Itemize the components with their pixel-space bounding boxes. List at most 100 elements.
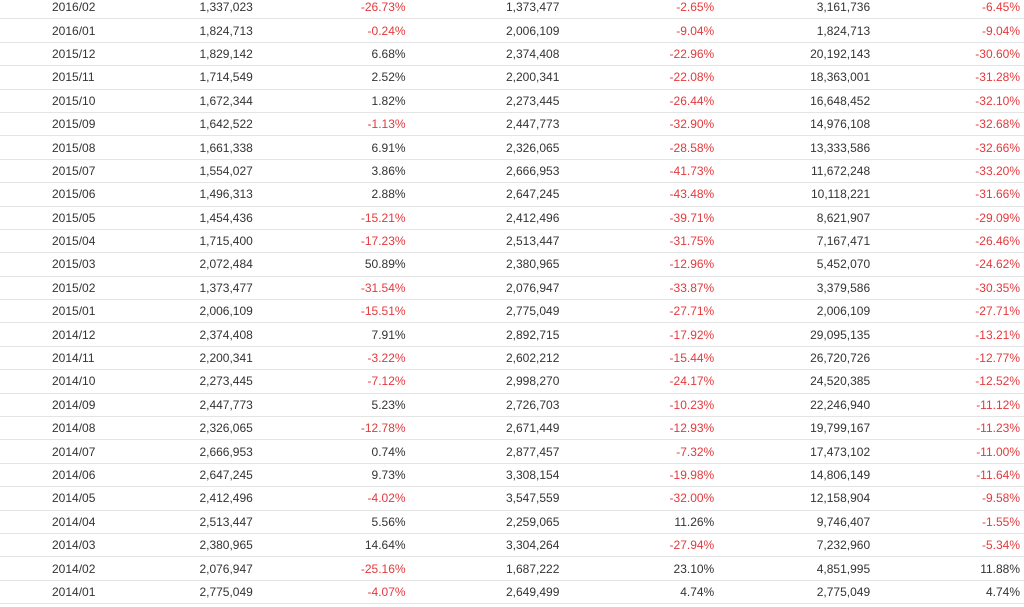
change-c-cell: -12.52% (870, 369, 1024, 394)
change-b-cell: -41.73% (559, 159, 715, 184)
value-a-cell: 2,447,773 (94, 393, 253, 418)
value-a-cell: 2,647,245 (94, 463, 253, 488)
table-row: 2015/04 1,715,400 -17.23% 2,513,447 -31.75% 7… (0, 229, 1024, 254)
month-cell: 2015/07 (0, 159, 95, 184)
change-a-cell: -4.02% (252, 486, 406, 511)
value-c-cell: 4,851,995 (714, 556, 871, 581)
value-b-cell: 2,877,457 (405, 439, 560, 464)
value-b-cell: 2,412,496 (405, 206, 560, 230)
value-a-cell: 1,454,436 (94, 206, 253, 230)
month-cell: 2015/04 (0, 229, 95, 254)
value-b-cell: 2,200,341 (405, 65, 560, 90)
value-b-cell: 2,666,953 (405, 159, 560, 184)
value-b-cell: 2,726,703 (405, 393, 560, 418)
value-b-cell: 2,513,447 (405, 229, 560, 254)
change-a-cell: -17.23% (252, 229, 406, 254)
change-b-cell: -43.48% (559, 182, 715, 207)
change-b-cell: -24.17% (559, 369, 715, 394)
value-b-cell: 2,671,449 (405, 416, 560, 441)
value-c-cell: 11,672,248 (714, 159, 871, 184)
value-b-cell: 2,447,773 (405, 112, 560, 137)
change-b-cell: -12.96% (559, 252, 715, 277)
change-c-cell: -32.10% (870, 89, 1024, 113)
table-row: 2015/12 1,829,142 6.68% 2,374,408 -22.96% 20,… (0, 42, 1024, 67)
change-b-cell: -17.92% (559, 322, 715, 347)
change-a-cell: 1.82% (252, 89, 406, 113)
table-row: 2015/11 1,714,549 2.52% 2,200,341 -22.08% 18,… (0, 65, 1024, 90)
month-cell: 2015/03 (0, 252, 95, 277)
change-c-cell: -24.62% (870, 252, 1024, 277)
change-a-cell: -12.78% (252, 416, 406, 441)
value-c-cell: 3,379,586 (714, 276, 871, 301)
change-c-cell: -30.60% (870, 42, 1024, 67)
change-c-cell: -1.55% (870, 510, 1024, 534)
value-c-cell: 14,976,108 (714, 112, 871, 137)
change-c-cell: -11.12% (870, 393, 1024, 418)
value-a-cell: 1,373,477 (94, 276, 253, 301)
value-c-cell: 14,806,149 (714, 463, 871, 488)
value-b-cell: 2,998,270 (405, 369, 560, 394)
table-row: 2015/01 2,006,109 -15.51% 2,775,049 -27.71% 2… (0, 299, 1024, 324)
change-b-cell: -27.71% (559, 299, 715, 324)
value-a-cell: 2,775,049 (94, 580, 253, 605)
value-c-cell: 9,746,407 (714, 510, 871, 534)
table-row: 2015/03 2,072,484 50.89% 2,380,965 -12.96% 5,… (0, 252, 1024, 277)
value-c-cell: 26,720,726 (714, 346, 871, 371)
change-b-cell: -9.04% (559, 18, 715, 43)
value-c-cell: 2,006,109 (714, 299, 871, 324)
value-c-cell: 29,095,135 (714, 322, 871, 347)
change-b-cell: -26.44% (559, 89, 715, 113)
table-row: 2014/02 2,076,947 -25.16% 1,687,222 23.10% 4,… (0, 556, 1024, 581)
month-cell: 2014/10 (0, 369, 95, 394)
value-b-cell: 2,649,499 (405, 580, 560, 605)
value-c-cell: 16,648,452 (714, 89, 871, 113)
change-a-cell: 2.52% (252, 65, 406, 90)
change-a-cell: 0.74% (252, 439, 406, 464)
change-a-cell: 5.23% (252, 393, 406, 418)
month-cell: 2014/09 (0, 393, 95, 418)
change-b-cell: 4.74% (559, 580, 715, 605)
value-b-cell: 2,374,408 (405, 42, 560, 67)
change-a-cell: -15.51% (252, 299, 406, 324)
table-row: 2015/09 1,642,522 -1.13% 2,447,773 -32.90% 14… (0, 112, 1024, 137)
change-b-cell: -22.96% (559, 42, 715, 67)
change-a-cell: -15.21% (252, 206, 406, 230)
value-c-cell: 7,232,960 (714, 533, 871, 558)
value-b-cell: 2,380,965 (405, 252, 560, 277)
value-a-cell: 1,661,338 (94, 135, 253, 160)
change-a-cell: -7.12% (252, 369, 406, 394)
value-c-cell: 3,161,736 (714, 0, 871, 20)
value-c-cell: 1,824,713 (714, 18, 871, 43)
change-c-cell: -29.09% (870, 206, 1024, 230)
value-a-cell: 2,072,484 (94, 252, 253, 277)
change-c-cell: -33.20% (870, 159, 1024, 184)
change-b-cell: -32.00% (559, 486, 715, 511)
month-cell: 2014/01 (0, 580, 95, 605)
table-row: 2014/01 2,775,049 -4.07% 2,649,499 4.74% 2,77… (0, 580, 1024, 605)
month-cell: 2015/10 (0, 89, 95, 113)
value-a-cell: 2,006,109 (94, 299, 253, 324)
table-row: 2014/11 2,200,341 -3.22% 2,602,212 -15.44% 26… (0, 346, 1024, 371)
month-cell: 2015/12 (0, 42, 95, 67)
value-b-cell: 2,602,212 (405, 346, 560, 371)
value-c-cell: 12,158,904 (714, 486, 871, 511)
value-c-cell: 22,246,940 (714, 393, 871, 418)
change-c-cell: -31.28% (870, 65, 1024, 90)
change-b-cell: -2.65% (559, 0, 715, 20)
value-b-cell: 3,304,264 (405, 533, 560, 558)
change-a-cell: -4.07% (252, 580, 406, 605)
change-b-cell: -39.71% (559, 206, 715, 230)
change-b-cell: -32.90% (559, 112, 715, 137)
change-c-cell: -11.23% (870, 416, 1024, 441)
value-a-cell: 2,076,947 (94, 556, 253, 581)
value-c-cell: 17,473,102 (714, 439, 871, 464)
table-row: 2014/05 2,412,496 -4.02% 3,547,559 -32.00% 12… (0, 486, 1024, 511)
change-b-cell: -22.08% (559, 65, 715, 90)
value-b-cell: 1,373,477 (405, 0, 560, 20)
value-b-cell: 2,326,065 (405, 135, 560, 160)
change-b-cell: -7.32% (559, 439, 715, 464)
value-c-cell: 10,118,221 (714, 182, 871, 207)
change-a-cell: 3.86% (252, 159, 406, 184)
